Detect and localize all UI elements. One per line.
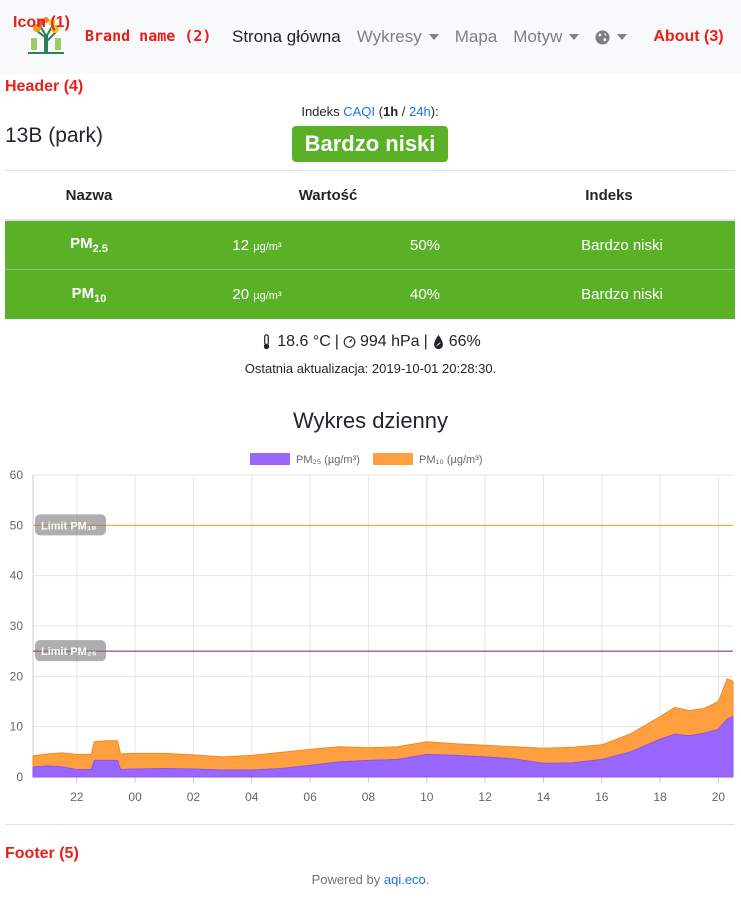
index-24h-link[interactable]: 24h [409,104,431,119]
weather-separator: | [334,333,339,350]
table-row: PM2.5 12 µg/m³ 50% Bardzo niski [5,221,735,270]
aqi-eco-link[interactable]: aqi.eco [383,872,426,887]
legend-label: PM₁₀ (µg/m³) [419,454,483,466]
nav-theme-label: Motyw [513,27,563,46]
table-header: Nazwa Wartość Indeks [5,171,735,221]
chevron-down-icon [617,34,628,40]
nav-language-dropdown[interactable] [595,29,628,45]
x-tick-label: 22 [70,790,84,804]
pollutant-name: PM10 [5,285,173,305]
navbar: Icon (1) Brand name (2) Strona główna Wy… [0,0,741,74]
pollutant-value: 20 µg/m³ [173,286,341,303]
x-tick-label: 04 [245,790,259,804]
tree-logo-icon[interactable] [25,16,67,56]
index-1h[interactable]: 1h [383,104,399,119]
daily-chart: 0 10 20 30 40 50 60 22 00 02 04 06 08 10 12 14 16 18 20 Lim… [10,453,734,804]
legend-swatch [373,453,413,465]
y-tick-label: 40 [10,569,24,583]
station-name: 13B (park) [5,124,104,147]
legend-label: PM₂₅ (µg/m³) [296,454,360,466]
weather-separator: | [423,333,428,350]
pollutant-index: Bardzo niski [581,286,663,303]
limit-label-bg [35,640,106,662]
header-name: Nazwa [65,186,113,204]
value-unit: µg/m³ [253,240,282,253]
footer-prefix: Powered by [311,872,384,887]
nav-map-link[interactable]: Mapa [454,27,498,46]
pollutant-percent: 50% [409,236,441,254]
nav-charts-dropdown[interactable]: Wykresy [357,27,439,47]
pm25-area [32,715,734,778]
value-number: 20 [232,286,250,303]
value-unit: µg/m³ [253,290,282,302]
caqi-link[interactable]: CAQI [343,104,376,119]
chevron-down-icon [428,34,439,40]
y-tick-label: 50 [10,518,24,532]
pollutant-percent: 40% [409,286,441,303]
limit-label: Limit PM₂₅ [41,646,97,658]
gauge-icon [343,336,356,348]
nav-charts-label: Wykresy [356,27,422,46]
x-tick-label: 00 [128,790,142,804]
index-prefix: Indeks [301,104,344,119]
x-tick-label: 14 [537,790,551,804]
thermometer-icon [264,334,270,350]
x-tick-label: 06 [303,790,317,804]
x-tick-label: 02 [187,790,201,804]
nav-theme-dropdown[interactable]: Motyw [513,27,580,47]
annotation-footer: Footer (5) [5,845,79,862]
humidity-value: 66% [448,333,481,350]
table-row: PM10 20 µg/m³ 40% Bardzo niski [5,270,735,319]
x-tick-label: 08 [362,790,376,804]
pollutant-subscript: 2.5 [92,243,108,255]
x-tick-label: 18 [653,790,667,804]
chart-title: Wykres dzienny [292,408,449,433]
header-value: Wartość [298,186,358,204]
y-tick-label: 20 [10,669,24,683]
annotation-icon: Icon (1) [13,14,70,31]
droplet-icon [433,334,443,350]
pressure-value: 994 hPa [359,333,420,350]
globe-icon [595,29,610,45]
index-open-paren: ( [375,104,383,119]
value-number: 12 [232,236,250,254]
x-tick-label: 12 [478,790,492,804]
header-index: Indeks [585,186,633,204]
footer-divider [5,824,735,825]
pollutant-name: PM2.5 [5,235,173,255]
index-sep: / [398,104,410,119]
pollutant-label: PM [70,235,93,252]
annotation-brand-name: Brand name (2) [85,27,212,45]
nav-links: Strona główna Wykresy Mapa Motyw About (… [232,27,724,47]
footer-suffix: . [425,872,430,887]
annotation-header: Header (4) [5,78,84,95]
footer-text: Powered by aqi.eco. [0,872,741,887]
x-tick-label: 16 [595,790,609,804]
annotation-about[interactable]: About (3) [653,28,724,45]
pm10-area [32,678,734,778]
index-label: Indeks CAQI (1h / 24h): [240,104,500,119]
limit-label-bg [35,514,106,536]
chevron-down-icon [569,34,580,40]
pollutant-label: PM [71,284,95,302]
legend-swatch [250,453,290,465]
x-tick-label: 10 [420,790,434,804]
pollutant-subscript: 10 [94,292,107,305]
measurements-table: Nazwa Wartość Indeks PM2.5 12 µg/m³ 50% … [5,170,735,319]
limit-label: Limit PM₁₀ [41,520,96,532]
weather-readings: 18.6 °C | 994 hPa | 66% [0,333,741,351]
pollutant-index: Bardzo niski [581,236,663,254]
y-tick-label: 0 [16,770,23,784]
temperature-value: 18.6 °C [277,333,331,350]
y-tick-label: 60 [10,468,24,482]
nav-home-link[interactable]: Strona główna [232,27,341,46]
pollutant-value: 12 µg/m³ [173,237,341,254]
x-tick-label: 20 [712,790,726,804]
last-update: Ostatnia aktualizacja: 2019-10-01 20:28:… [244,361,497,376]
y-tick-label: 10 [10,720,24,734]
index-close: ): [430,104,439,119]
y-tick-label: 30 [10,619,24,633]
index-level-badge: Bardzo niski [292,126,448,162]
